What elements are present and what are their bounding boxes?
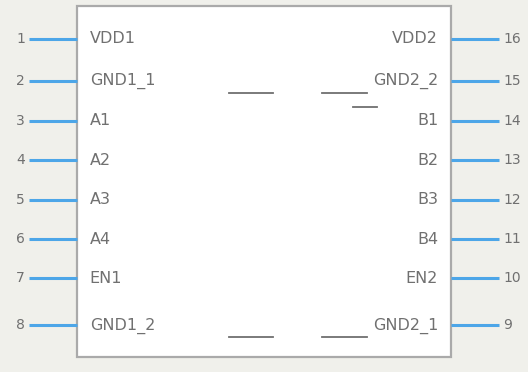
Text: B3: B3 (417, 192, 438, 207)
Text: VDD2: VDD2 (392, 32, 438, 46)
Text: 9: 9 (503, 318, 512, 333)
Text: GND2_2: GND2_2 (373, 73, 438, 89)
Text: A2: A2 (90, 153, 111, 168)
Text: GND1_1: GND1_1 (90, 73, 155, 89)
Text: EN1: EN1 (90, 271, 122, 286)
Text: A3: A3 (90, 192, 111, 207)
Text: 2: 2 (16, 74, 25, 88)
Text: 4: 4 (16, 153, 25, 167)
Text: 7: 7 (16, 272, 25, 285)
Text: 11: 11 (503, 232, 521, 246)
Text: B4: B4 (417, 231, 438, 247)
Text: B1: B1 (417, 113, 438, 128)
Text: 6: 6 (16, 232, 25, 246)
Text: GND1_2: GND1_2 (90, 317, 155, 334)
Text: 8: 8 (16, 318, 25, 333)
Text: 15: 15 (503, 74, 521, 88)
Text: 14: 14 (503, 114, 521, 128)
Text: 10: 10 (503, 272, 521, 285)
Text: 16: 16 (503, 32, 521, 46)
Text: 13: 13 (503, 153, 521, 167)
Text: 5: 5 (16, 193, 25, 206)
Text: A4: A4 (90, 231, 111, 247)
Text: EN2: EN2 (406, 271, 438, 286)
Bar (77, 6, 451, 357)
Text: VDD1: VDD1 (90, 32, 136, 46)
Text: A1: A1 (90, 113, 111, 128)
Text: 12: 12 (503, 193, 521, 206)
Text: GND2_1: GND2_1 (373, 317, 438, 334)
Text: B2: B2 (417, 153, 438, 168)
Text: 1: 1 (16, 32, 25, 46)
Text: 3: 3 (16, 114, 25, 128)
